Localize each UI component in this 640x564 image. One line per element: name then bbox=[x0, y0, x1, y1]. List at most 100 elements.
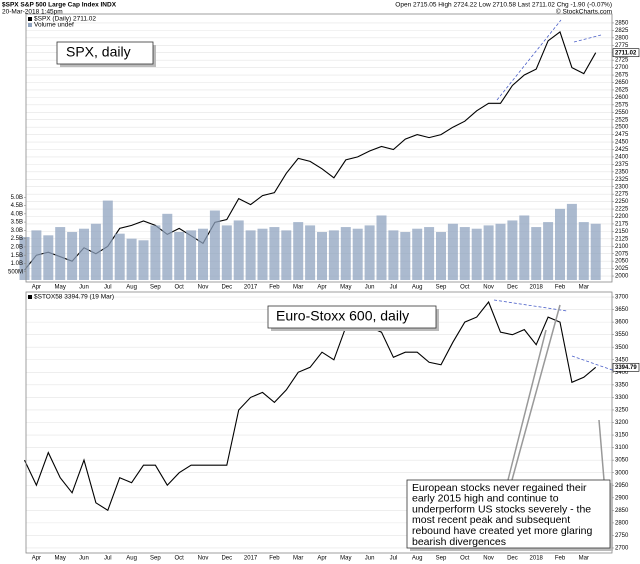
volume-bar bbox=[519, 215, 530, 280]
y-tick-label: 2450 bbox=[615, 140, 629, 146]
y-tick-label: 3150 bbox=[615, 433, 629, 439]
y-tick-label: 3650 bbox=[615, 307, 629, 313]
x-tick-label: Jun bbox=[79, 556, 89, 562]
x-tick-label: Dec bbox=[507, 285, 518, 291]
y-tick-label: 2275 bbox=[615, 192, 629, 198]
volume-bar bbox=[269, 227, 280, 280]
arrow bbox=[507, 329, 547, 481]
volume-bar bbox=[162, 213, 173, 280]
last-value-box bbox=[612, 362, 640, 372]
x-tick-label: Oct bbox=[175, 285, 185, 291]
x-tick-label: Mar bbox=[579, 556, 589, 562]
y-tick-label: 2800 bbox=[615, 520, 629, 526]
y-tick-label: 2750 bbox=[615, 533, 629, 539]
y-tick-label: 2700 bbox=[615, 65, 629, 71]
chart-title: $SPX S&P 500 Large Cap Index INDX bbox=[2, 2, 117, 9]
y-tick-label: 2475 bbox=[615, 132, 629, 138]
y-tick-label: 2800 bbox=[615, 35, 629, 41]
y-tick-label: 3550 bbox=[615, 332, 629, 338]
x-tick-label: Feb bbox=[269, 285, 280, 291]
x-tick-label: Dec bbox=[221, 556, 232, 562]
volume-bar bbox=[90, 223, 101, 280]
x-tick-label: Nov bbox=[198, 556, 209, 562]
trend-line bbox=[571, 355, 619, 373]
volume-bar bbox=[447, 223, 458, 280]
y-tick-label: 3400 bbox=[615, 370, 629, 376]
annotation-box bbox=[267, 305, 437, 329]
y2-tick-label: 3.0B bbox=[11, 228, 23, 234]
volume-bar bbox=[388, 230, 399, 280]
x-tick-label: Mar bbox=[579, 285, 589, 291]
y2-tick-label: 2.0B bbox=[11, 244, 23, 250]
y-tick-label: 3350 bbox=[615, 382, 629, 388]
y-tick-label: 3300 bbox=[615, 395, 629, 401]
volume-bar bbox=[340, 227, 351, 280]
volume-bar bbox=[281, 230, 292, 280]
x-tick-label: Oct bbox=[175, 556, 185, 562]
y-tick-label: 2850 bbox=[615, 508, 629, 514]
x-tick-label: Jul bbox=[390, 556, 398, 562]
volume-bar bbox=[555, 208, 565, 280]
y-tick-label: 2175 bbox=[615, 222, 629, 228]
last-value-label: 3394.79 bbox=[615, 365, 637, 371]
volume-bar bbox=[67, 232, 78, 280]
y2-tick-label: 500M bbox=[8, 269, 23, 275]
x-tick-label: Sep bbox=[150, 285, 161, 291]
volume-bar bbox=[114, 233, 125, 280]
x-tick-label: 2017 bbox=[244, 556, 258, 562]
y2-tick-label: 5.0B bbox=[11, 195, 23, 201]
note-line: underperform US stocks severely - the bbox=[412, 503, 591, 515]
y2-tick-label: 1.0B bbox=[11, 261, 23, 267]
x-tick-label: Aug bbox=[412, 285, 423, 291]
note-box bbox=[406, 479, 611, 549]
last-value-label: 2711.02 bbox=[615, 50, 637, 56]
x-tick-label: Nov bbox=[483, 556, 494, 562]
x-tick-label: Aug bbox=[126, 556, 137, 562]
volume-bar bbox=[400, 232, 411, 280]
x-tick-label: May bbox=[340, 285, 351, 291]
y2-tick-label: 4.0B bbox=[11, 211, 23, 217]
x-tick-label: Aug bbox=[412, 556, 423, 562]
x-tick-label: Jun bbox=[79, 285, 89, 291]
volume-bar bbox=[293, 222, 304, 280]
x-tick-label: Sep bbox=[150, 556, 161, 562]
y-tick-label: 2300 bbox=[615, 184, 629, 190]
y-tick-label: 2100 bbox=[615, 244, 629, 250]
x-tick-label: Mar bbox=[293, 285, 303, 291]
trend-line bbox=[496, 19, 562, 101]
volume-bar bbox=[495, 223, 506, 280]
volume-bar bbox=[150, 225, 161, 280]
y-tick-label: 3050 bbox=[615, 458, 629, 464]
y-tick-label: 2575 bbox=[615, 102, 629, 108]
x-tick-label: Jul bbox=[104, 285, 112, 291]
y2-tick-label: 1.5B bbox=[11, 253, 23, 259]
x-tick-label: 2018 bbox=[530, 285, 544, 291]
volume-bar bbox=[328, 230, 339, 280]
annotation: Euro-Stoxx 600, daily bbox=[276, 308, 409, 324]
x-tick-label: Dec bbox=[507, 556, 518, 562]
y-tick-label: 3250 bbox=[615, 408, 629, 414]
x-tick-label: 2018 bbox=[530, 556, 544, 562]
y2-tick-label: 3.5B bbox=[11, 220, 23, 226]
y-tick-label: 3000 bbox=[615, 470, 629, 476]
y-tick-label: 3100 bbox=[615, 445, 629, 451]
note-line: early 2015 high and continue to bbox=[412, 493, 559, 505]
volume-bar bbox=[138, 240, 149, 280]
y-tick-label: 2150 bbox=[615, 229, 629, 235]
note-line: European stocks never regained their bbox=[412, 482, 587, 494]
y-tick-label: 2850 bbox=[615, 21, 629, 27]
legend-label: $SPX (Daily) 2711.02 bbox=[34, 16, 96, 23]
volume-bar bbox=[174, 232, 185, 280]
y2-tick-label: 4.5B bbox=[11, 203, 23, 209]
x-tick-label: Jul bbox=[390, 285, 398, 291]
y-tick-label: 2075 bbox=[615, 251, 629, 257]
volume-bar bbox=[483, 225, 494, 280]
x-tick-label: Sep bbox=[436, 556, 447, 562]
y-tick-label: 2625 bbox=[615, 88, 629, 94]
arrow bbox=[598, 419, 605, 481]
source: © StockCharts.com bbox=[556, 8, 612, 16]
volume-bar bbox=[245, 230, 256, 280]
y-tick-label: 2500 bbox=[615, 125, 629, 131]
volume-bar bbox=[507, 220, 518, 280]
